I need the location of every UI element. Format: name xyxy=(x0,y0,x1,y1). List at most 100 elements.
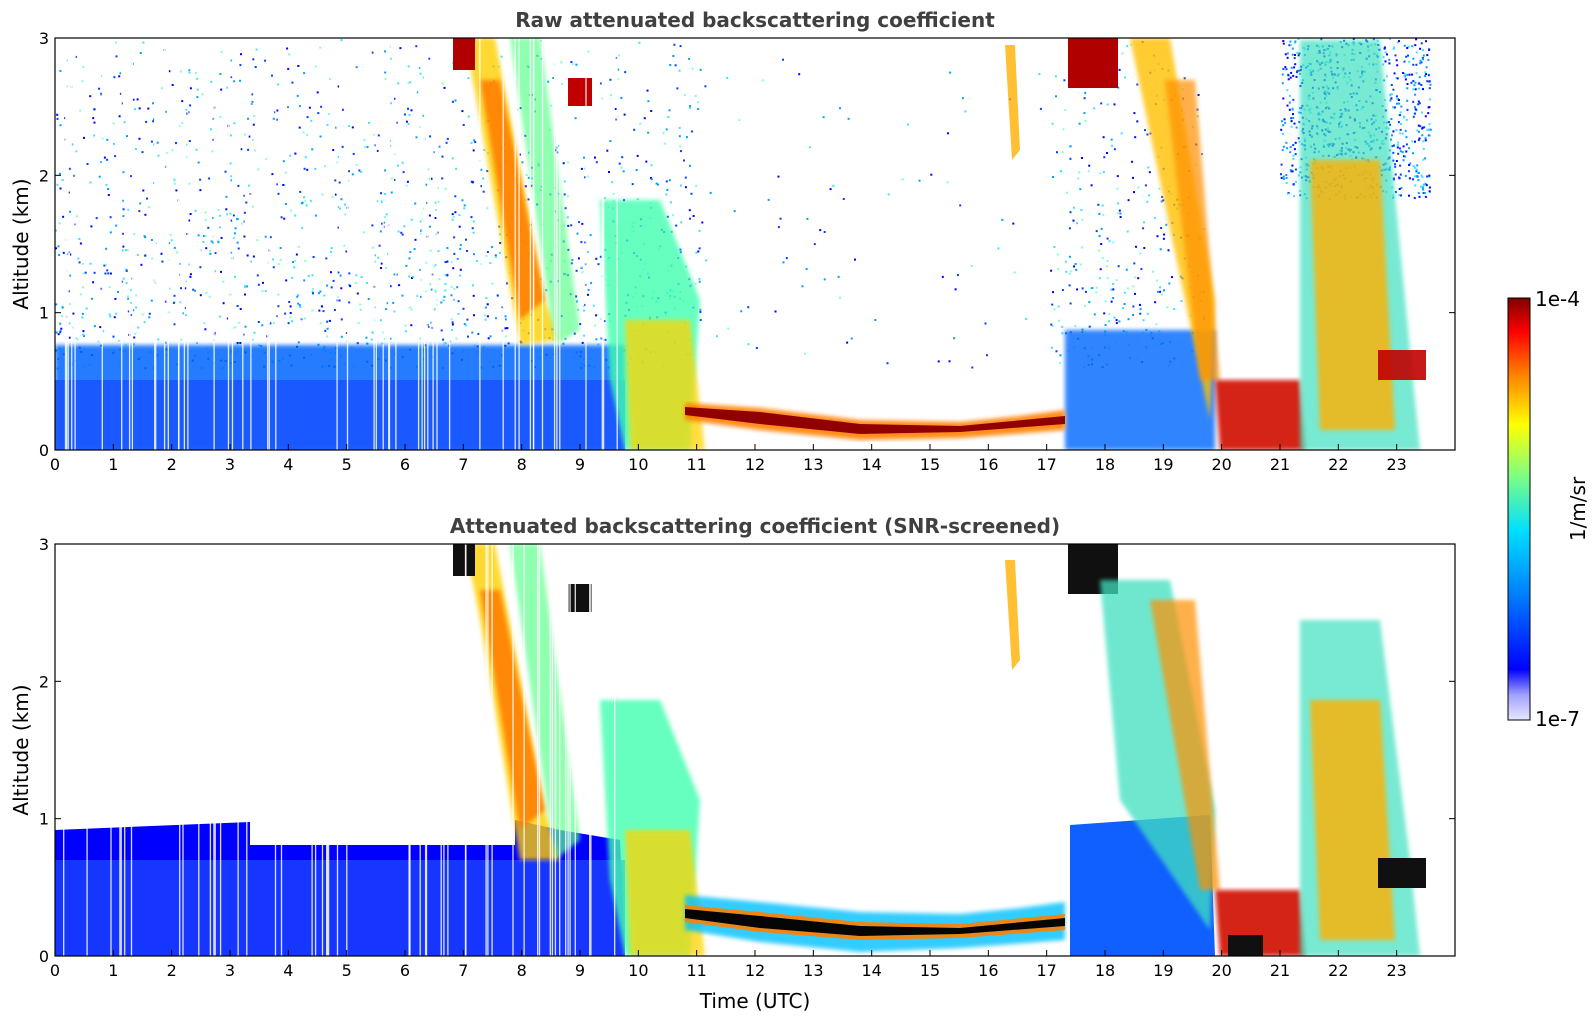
noise-dot xyxy=(272,117,275,120)
noise-dot xyxy=(1396,144,1399,147)
colorbar-min-label: 1e-7 xyxy=(1535,707,1580,731)
x-tick-label: 3 xyxy=(225,455,235,474)
noise-dot xyxy=(1297,174,1300,177)
noise-dot xyxy=(98,87,101,90)
noise-dot xyxy=(204,219,207,222)
noise-dot xyxy=(89,262,92,265)
noise-dot xyxy=(1412,115,1415,118)
noise-dot xyxy=(650,110,653,112)
noise-dot xyxy=(451,323,454,326)
noise-dot xyxy=(59,69,62,72)
noise-dot xyxy=(1293,66,1296,69)
noise-dot xyxy=(420,295,422,298)
noise-dot xyxy=(566,216,569,219)
noise-dot xyxy=(1415,168,1418,171)
noise-dot xyxy=(173,178,175,181)
noise-dot xyxy=(1180,300,1183,302)
noise-dot xyxy=(160,252,163,255)
noise-dot xyxy=(1291,47,1294,50)
noise-dot xyxy=(168,287,171,290)
noise-dot xyxy=(300,318,303,321)
noise-dot xyxy=(1403,116,1406,119)
noise-dot xyxy=(462,124,465,126)
noise-dot xyxy=(189,87,192,90)
noise-dot xyxy=(421,114,424,117)
noise-dot xyxy=(1424,115,1427,118)
noise-dot xyxy=(89,95,92,98)
x-tick-label: 2 xyxy=(167,455,177,474)
noise-dot xyxy=(1399,164,1402,167)
noise-dot xyxy=(688,209,691,212)
noise-dot xyxy=(287,322,290,325)
noise-dot xyxy=(694,282,697,285)
noise-dot xyxy=(330,286,333,289)
noise-dot xyxy=(356,342,359,345)
noise-dot xyxy=(1392,177,1395,180)
noise-dot xyxy=(1117,202,1120,205)
noise-dot xyxy=(689,106,692,109)
noise-dot xyxy=(471,181,474,184)
noise-dot xyxy=(292,261,295,263)
noise-dot xyxy=(288,301,291,303)
noise-dot xyxy=(179,70,182,73)
noise-dot xyxy=(477,333,480,335)
noise-dot xyxy=(419,337,422,340)
noise-dot xyxy=(782,58,784,61)
noise-dot xyxy=(173,246,176,249)
noise-dot xyxy=(168,242,171,245)
noise-dot xyxy=(1292,116,1295,119)
noise-dot xyxy=(197,161,200,164)
noise-dot xyxy=(148,316,151,319)
noise-dot xyxy=(662,131,665,134)
noise-dot xyxy=(1062,128,1065,131)
noise-dot xyxy=(418,126,421,129)
noise-dot xyxy=(1078,171,1081,174)
noise-dot xyxy=(1420,61,1423,64)
noise-dot xyxy=(166,151,168,154)
noise-dot xyxy=(984,322,987,325)
noise-dot xyxy=(214,252,217,254)
noise-dot xyxy=(692,215,695,217)
noise-dot xyxy=(457,313,460,316)
noise-dot xyxy=(676,87,679,90)
noise-dot xyxy=(1422,192,1425,194)
noise-dot xyxy=(372,246,375,249)
noise-dot xyxy=(485,255,488,257)
noise-dot xyxy=(472,284,474,287)
noise-dot xyxy=(82,330,85,333)
noise-dot xyxy=(571,259,574,261)
boundary-layer-core xyxy=(55,860,625,956)
noise-dot xyxy=(1102,213,1105,216)
noise-dot xyxy=(1408,177,1411,180)
noise-dot xyxy=(285,279,288,282)
noise-dot xyxy=(1420,42,1423,45)
noise-dot xyxy=(444,261,447,264)
noise-dot xyxy=(210,128,212,131)
noise-dot xyxy=(506,282,508,285)
noise-dot xyxy=(1295,180,1297,183)
noise-dot xyxy=(298,105,301,108)
x-tick-label: 17 xyxy=(1036,455,1056,474)
noise-dot xyxy=(482,177,485,180)
noise-dot xyxy=(1401,151,1404,154)
noise-dot xyxy=(1095,291,1098,294)
noise-dot xyxy=(400,231,403,234)
noise-dot xyxy=(359,303,362,306)
noise-dot xyxy=(379,319,382,322)
noise-dot xyxy=(1428,87,1431,90)
noise-dot xyxy=(1111,144,1114,147)
noise-dot xyxy=(93,325,96,328)
noise-dot xyxy=(318,309,321,312)
noise-dot xyxy=(133,343,135,346)
noise-dot xyxy=(275,118,278,121)
noise-dot xyxy=(1081,328,1084,331)
noise-dot xyxy=(442,299,445,302)
noise-dot xyxy=(1108,240,1111,243)
noise-dot xyxy=(466,318,469,321)
noise-dot xyxy=(100,92,103,95)
noise-dot xyxy=(393,273,396,276)
noise-dot xyxy=(413,248,416,251)
noise-dot xyxy=(212,241,215,244)
noise-dot xyxy=(239,342,242,344)
noise-dot xyxy=(489,335,492,338)
